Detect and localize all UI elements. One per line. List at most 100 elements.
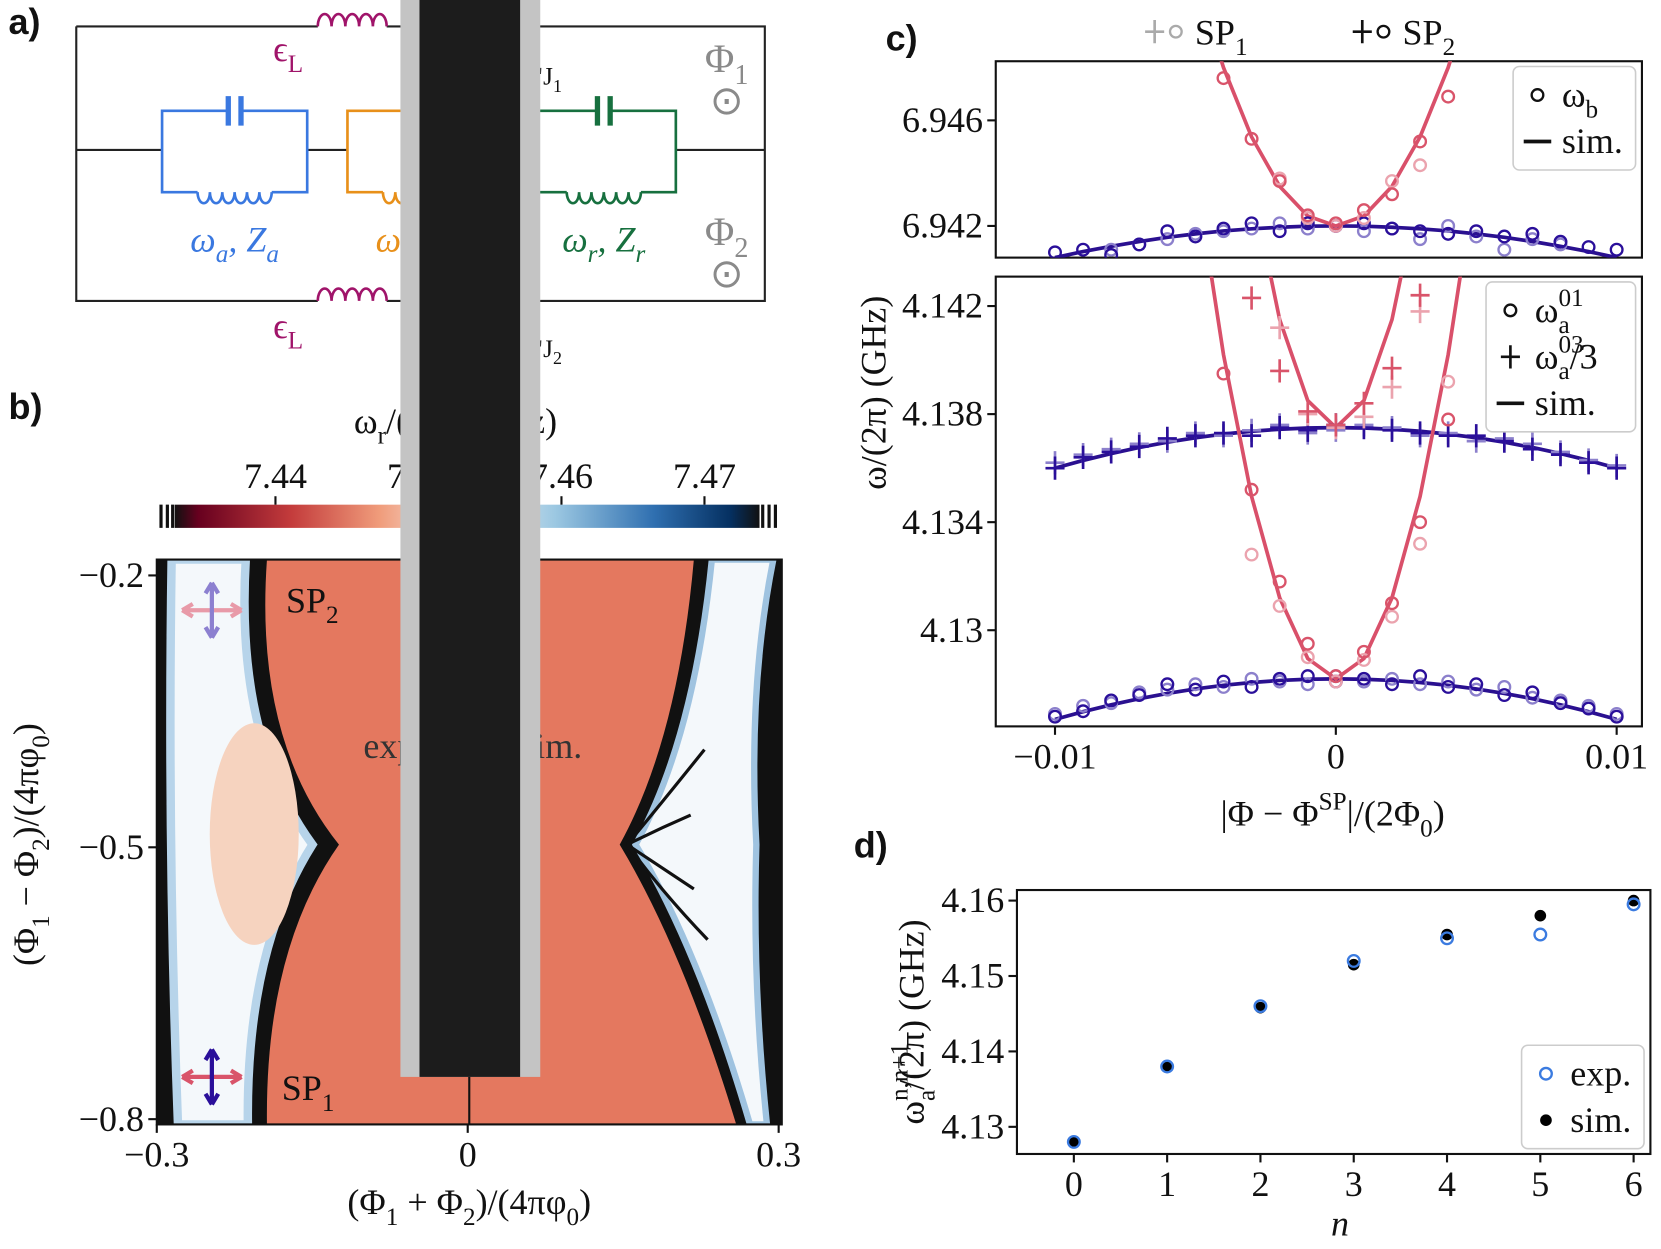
point <box>1076 242 1091 257</box>
label-part: 2 <box>553 348 562 368</box>
x-axis-label: |Φ − ΦSP|/(2Φ0) <box>1220 789 1444 843</box>
label-part: 1 <box>322 1090 335 1117</box>
point <box>1441 412 1456 427</box>
point <box>1242 286 1262 310</box>
point <box>1356 216 1371 231</box>
sim-line <box>1219 61 1453 228</box>
point <box>1356 211 1371 225</box>
label-part: 2 <box>28 838 55 851</box>
point <box>1346 953 1361 968</box>
label-part: , Z <box>598 219 637 259</box>
point <box>1413 536 1428 551</box>
point <box>1328 669 1343 684</box>
x-tick-label: 5 <box>1531 1164 1549 1204</box>
y-axis-label: ωn,n+1a/(2π) (GHz) <box>886 919 940 1124</box>
point <box>1497 229 1512 244</box>
sim-line <box>1209 276 1463 682</box>
point <box>1382 356 1402 380</box>
label-part: ω <box>1535 337 1559 377</box>
label-part: SP <box>282 1068 322 1108</box>
point <box>1216 71 1231 86</box>
point <box>1607 456 1627 480</box>
point <box>1104 693 1119 708</box>
point <box>1413 515 1428 530</box>
label-part: )/(4πφ <box>476 1182 567 1222</box>
plot-frame <box>994 60 1643 259</box>
point <box>1300 669 1315 684</box>
label-part: n,n+1 <box>886 1043 913 1101</box>
y-tick-label: −0.8 <box>79 1099 144 1139</box>
point <box>1441 218 1456 233</box>
legend-label: sim. <box>1562 121 1623 161</box>
flux-label: Φ1 <box>705 36 749 91</box>
point <box>1161 1060 1173 1073</box>
x-tick-label: 2 <box>1251 1164 1269 1204</box>
sp-legend-label: SP1 <box>1195 12 1248 61</box>
wire <box>530 109 678 194</box>
panel-label: c) <box>886 18 918 59</box>
label-part: (Φ <box>6 928 46 966</box>
point <box>1160 1059 1175 1074</box>
wire <box>75 25 766 302</box>
y-tick-label: 4.15 <box>941 956 1004 996</box>
point <box>1525 226 1540 241</box>
point <box>1441 679 1456 694</box>
point <box>1328 216 1343 231</box>
point <box>1048 245 1062 258</box>
point <box>1300 677 1315 692</box>
point <box>1104 242 1119 257</box>
label-part: ω <box>190 219 215 259</box>
point <box>1609 242 1624 257</box>
y-tick-label: 4.13 <box>941 1106 1004 1146</box>
legend-label: exp. <box>1570 1053 1631 1093</box>
point <box>1300 650 1315 665</box>
label-part: /(2π) (GHz) <box>892 919 932 1090</box>
label-part: SP <box>286 580 326 620</box>
y-tick-label: 4.14 <box>941 1031 1004 1071</box>
point <box>1300 636 1315 651</box>
point <box>1503 303 1518 318</box>
point <box>1244 547 1259 562</box>
label-part: SP <box>1403 12 1443 52</box>
point <box>1132 237 1147 252</box>
point <box>1101 440 1121 464</box>
label-part: (Φ <box>347 1182 385 1222</box>
point <box>1413 669 1428 684</box>
colorbar-tick-label: 7.47 <box>673 456 736 496</box>
point <box>1328 674 1343 689</box>
y-axis-label: ω/(2π) (GHz) <box>854 296 894 490</box>
label-part: 0 <box>28 735 55 748</box>
legend-box <box>1485 281 1637 433</box>
point <box>1104 248 1119 258</box>
point <box>1440 931 1455 946</box>
label-part: ϵ <box>273 306 288 346</box>
point <box>1160 232 1175 247</box>
point <box>1076 698 1091 713</box>
point <box>1160 682 1175 697</box>
point <box>1522 437 1542 461</box>
label-part: a <box>216 241 229 268</box>
point <box>1500 345 1520 369</box>
point <box>1068 1136 1080 1148</box>
point <box>1188 682 1203 697</box>
point <box>1298 399 1318 424</box>
point <box>1497 688 1512 703</box>
y-tick-label: 4.138 <box>902 394 983 434</box>
plot-frame <box>1015 888 1652 1156</box>
label-part: 1 <box>28 915 55 928</box>
mode-label: ωr, Zr <box>562 219 645 268</box>
label-part: J <box>543 336 553 363</box>
y-tick-label: 4.134 <box>902 502 983 542</box>
point <box>1385 221 1399 236</box>
heatmap-feature <box>625 748 709 941</box>
arrow <box>203 1048 221 1106</box>
label-part: ϵ <box>273 29 288 69</box>
label-part: a <box>1558 312 1569 339</box>
point <box>1168 24 1183 39</box>
label-part: 2 <box>326 602 339 629</box>
point <box>1356 224 1371 239</box>
point <box>1413 232 1428 247</box>
point <box>1216 221 1231 236</box>
